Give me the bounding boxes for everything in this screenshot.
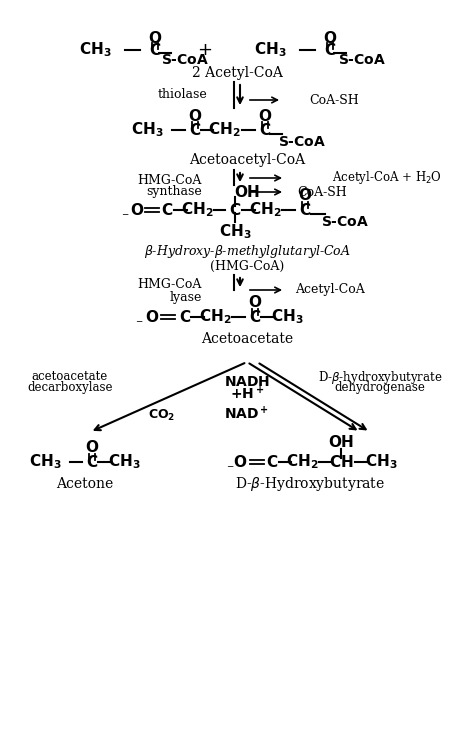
Text: D-$\beta$-Hydroxybutyrate: D-$\beta$-Hydroxybutyrate <box>235 475 385 493</box>
Text: Acetoacetate: Acetoacetate <box>201 332 293 346</box>
Text: $\mathbf{C}$: $\mathbf{C}$ <box>161 202 173 218</box>
Text: $\mathbf{O}$: $\mathbf{O}$ <box>145 309 159 325</box>
Text: $\mathbf{OH}$: $\mathbf{OH}$ <box>234 184 260 200</box>
Text: $\mathbf{CH_3}$: $\mathbf{CH_3}$ <box>108 452 140 471</box>
Text: $\mathbf{C}$: $\mathbf{C}$ <box>266 454 278 470</box>
Text: $\beta$-Hydroxy-$\beta$-methylglutaryl-CoA: $\beta$-Hydroxy-$\beta$-methylglutaryl-C… <box>144 244 350 261</box>
Text: $\mathbf{O}$: $\mathbf{O}$ <box>188 108 202 124</box>
Text: CoA-SH: CoA-SH <box>297 185 347 198</box>
Text: Acetyl-CoA + H$_2$O: Acetyl-CoA + H$_2$O <box>332 170 442 187</box>
Text: $\mathbf{O}$: $\mathbf{O}$ <box>258 108 272 124</box>
Text: $\mathbf{O}$: $\mathbf{O}$ <box>298 187 312 203</box>
Text: Acetone: Acetone <box>56 477 114 491</box>
Text: $\mathbf{C}$: $\mathbf{C}$ <box>189 122 201 138</box>
Text: $\mathbf{O}$: $\mathbf{O}$ <box>130 202 144 218</box>
Text: (HMG-CoA): (HMG-CoA) <box>210 260 284 272</box>
Text: $\mathbf{CH}$: $\mathbf{CH}$ <box>328 454 353 470</box>
Text: $\mathbf{C}$: $\mathbf{C}$ <box>229 202 241 218</box>
Text: lyase: lyase <box>170 291 202 304</box>
Text: $\mathbf{C}$: $\mathbf{C}$ <box>299 202 311 218</box>
Text: $\mathbf{CH_2}$: $\mathbf{CH_2}$ <box>208 121 240 139</box>
Text: $\mathbf{CO_2}$: $\mathbf{CO_2}$ <box>148 408 175 422</box>
Text: $\mathbf{S}$-$\mathbf{CoA}$: $\mathbf{S}$-$\mathbf{CoA}$ <box>321 215 369 229</box>
Text: dehydrogenase: dehydrogenase <box>335 381 426 394</box>
Text: $\mathbf{CH_3}$: $\mathbf{CH_3}$ <box>29 452 61 471</box>
Text: $\mathbf{NADH}$: $\mathbf{NADH}$ <box>224 375 270 389</box>
Text: $\mathbf{C}$: $\mathbf{C}$ <box>324 42 336 58</box>
Text: $\mathbf{C}$: $\mathbf{C}$ <box>249 309 261 325</box>
Text: acetoacetate: acetoacetate <box>32 370 108 384</box>
Text: CoA-SH: CoA-SH <box>309 94 359 106</box>
Text: synthase: synthase <box>146 185 202 198</box>
Text: $\mathbf{CH_3}$: $\mathbf{CH_3}$ <box>131 121 164 139</box>
Text: $+$: $+$ <box>198 41 212 59</box>
Text: HMG-CoA: HMG-CoA <box>137 278 202 291</box>
Text: $\mathbf{NAD^+}$: $\mathbf{NAD^+}$ <box>225 406 270 422</box>
Text: $\mathbf{C}$: $\mathbf{C}$ <box>259 122 271 138</box>
Text: $\mathbf{S}$-$\mathbf{CoA}$: $\mathbf{S}$-$\mathbf{CoA}$ <box>161 53 209 67</box>
Text: $\mathbf{C}$: $\mathbf{C}$ <box>86 454 98 470</box>
Text: $\mathbf{CH_2}$: $\mathbf{CH_2}$ <box>199 307 231 326</box>
Text: $\mathbf{S}$-$\mathbf{CoA}$: $\mathbf{S}$-$\mathbf{CoA}$ <box>278 135 326 149</box>
Text: D-$\beta$-hydroxybutyrate: D-$\beta$-hydroxybutyrate <box>318 368 442 386</box>
Text: $\mathbf{CH_3}$: $\mathbf{CH_3}$ <box>79 41 111 59</box>
Text: $\mathbf{O}$: $\mathbf{O}$ <box>85 439 99 455</box>
Text: $\mathbf{O}$: $\mathbf{O}$ <box>323 30 337 46</box>
Text: $\mathbf{CH_3}$: $\mathbf{CH_3}$ <box>254 41 286 59</box>
Text: $\mathbf{OH}$: $\mathbf{OH}$ <box>328 434 354 450</box>
Text: $^-$: $^-$ <box>134 318 144 332</box>
Text: $\mathbf{CH_2}$: $\mathbf{CH_2}$ <box>286 452 319 471</box>
Text: Acetyl-CoA: Acetyl-CoA <box>295 283 365 296</box>
Text: thiolase: thiolase <box>157 89 207 102</box>
Text: $\mathbf{CH_3}$: $\mathbf{CH_3}$ <box>365 452 397 471</box>
Text: $\mathbf{CH_2}$: $\mathbf{CH_2}$ <box>181 201 213 220</box>
Text: $\mathbf{C}$: $\mathbf{C}$ <box>179 309 191 325</box>
Text: 2 Acetyl-CoA: 2 Acetyl-CoA <box>191 66 283 80</box>
Text: $\mathbf{CH_2}$: $\mathbf{CH_2}$ <box>249 201 281 220</box>
Text: $\mathbf{C}$: $\mathbf{C}$ <box>149 42 161 58</box>
Text: $\mathbf{CH_3}$: $\mathbf{CH_3}$ <box>271 307 303 326</box>
Text: $\mathbf{O}$: $\mathbf{O}$ <box>148 30 162 46</box>
Text: $\mathbf{+ H^+}$: $\mathbf{+ H^+}$ <box>230 385 264 403</box>
Text: $\mathbf{O}$: $\mathbf{O}$ <box>248 294 262 310</box>
Text: $^-$: $^-$ <box>120 212 130 225</box>
Text: $\mathbf{O}$: $\mathbf{O}$ <box>233 454 247 470</box>
Text: $\mathbf{S}$-$\mathbf{CoA}$: $\mathbf{S}$-$\mathbf{CoA}$ <box>338 53 386 67</box>
Text: decarboxylase: decarboxylase <box>27 381 113 394</box>
Text: $\mathbf{CH_3}$: $\mathbf{CH_3}$ <box>219 223 251 242</box>
Text: HMG-CoA: HMG-CoA <box>137 173 202 187</box>
Text: Acetoacetyl-CoA: Acetoacetyl-CoA <box>189 153 305 167</box>
Text: $^-$: $^-$ <box>225 463 235 477</box>
